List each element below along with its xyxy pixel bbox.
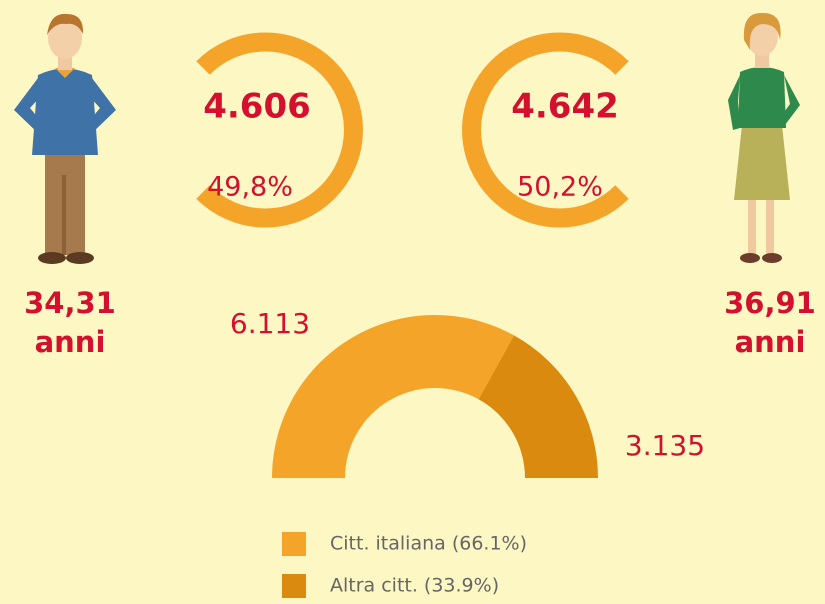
legend-swatch xyxy=(282,574,306,598)
female-count: 4.642 xyxy=(511,87,619,127)
background xyxy=(0,0,825,604)
male-share: 49,8% xyxy=(207,172,293,203)
legend-swatch xyxy=(282,532,306,556)
value-label: 6.113 xyxy=(230,307,310,340)
infographic: 4.606 49,8% 4.642 50,2% 34,31 anni 36,91… xyxy=(0,0,825,604)
male-count: 4.606 xyxy=(203,87,311,127)
value-label: 3.135 xyxy=(625,429,705,462)
female-age-unit: anni xyxy=(735,325,806,359)
legend-label: Altra citt. (33.9%) xyxy=(330,575,499,597)
male-age: 34,31 xyxy=(24,286,116,320)
legend-label: Citt. italiana (66.1%) xyxy=(330,533,527,555)
male-age-unit: anni xyxy=(35,325,106,359)
female-age: 36,91 xyxy=(724,286,816,320)
female-share: 50,2% xyxy=(517,172,603,203)
